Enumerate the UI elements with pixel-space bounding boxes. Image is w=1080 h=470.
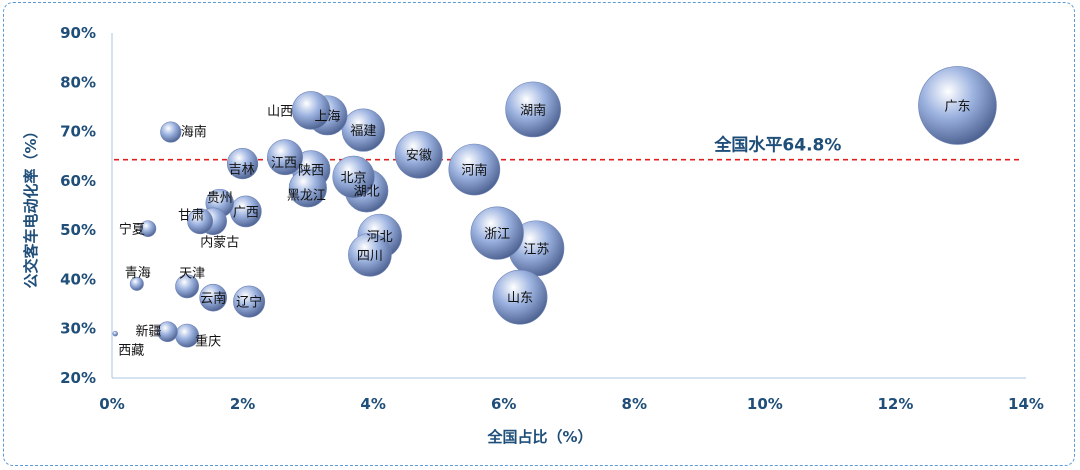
bubble-label: 湖北 — [354, 185, 380, 200]
bubble-河南 — [448, 143, 501, 196]
bubble-label: 四川 — [357, 249, 383, 264]
y-tick-label: 60% — [60, 172, 96, 190]
bubble-label: 山西 — [267, 104, 293, 119]
bubble-宁夏 — [139, 220, 157, 238]
bubble-label: 北京 — [341, 171, 367, 186]
axes: 20% 30% 40% 50% 60% 70% 80% 90% 0% 2% 4% 6% 8% 10% 12%… — [60, 24, 1044, 413]
bubble-安徽 — [395, 130, 443, 179]
bubble-label: 山东 — [507, 291, 533, 306]
bubble-label: 江苏 — [523, 241, 549, 257]
reference-line-group: 全国水平64.8% — [114, 135, 1020, 161]
bubble-label: 西藏 — [118, 344, 144, 359]
y-tick-label: 90% — [60, 24, 96, 42]
bubble-江西 — [267, 139, 303, 176]
bubble-label: 宁夏 — [119, 222, 145, 238]
bubble-label: 黑龙江 — [287, 188, 326, 203]
bubble-label: 浙江 — [484, 227, 510, 242]
chart-frame — [3, 2, 1075, 466]
bubble-label: 广东 — [944, 99, 970, 114]
x-tick-label: 4% — [360, 395, 385, 413]
bubble-山西 — [291, 91, 331, 130]
bubble-label: 海南 — [181, 124, 207, 140]
bubble-label: 贵州 — [207, 191, 233, 206]
bubble-湖南 — [505, 81, 561, 138]
x-tick-label: 10% — [747, 395, 783, 413]
x-tick-label: 14% — [1008, 395, 1044, 413]
y-tick-label: 20% — [60, 369, 96, 387]
bubble-天津 — [175, 274, 200, 299]
x-axis-title: 全国占比（%） — [486, 428, 592, 446]
bubble-label: 甘肃 — [178, 208, 204, 223]
bubble-新疆 — [157, 321, 178, 342]
bubble-label: 天津 — [179, 266, 205, 281]
x-tick-label: 0% — [99, 395, 124, 413]
y-tick-label: 70% — [60, 123, 96, 141]
bubble-辽宁 — [233, 285, 266, 318]
bubble-北京 — [332, 155, 375, 199]
y-tick-label: 80% — [60, 73, 96, 91]
x-tick-label: 12% — [877, 395, 913, 413]
bubble-label: 河北 — [367, 230, 393, 245]
bubble-label: 上海 — [314, 109, 340, 124]
bubble-label: 内蒙古 — [200, 234, 239, 250]
bubble-甘肃 — [187, 208, 214, 235]
y-tick-label: 30% — [60, 320, 96, 338]
y-tick-label: 40% — [60, 270, 96, 288]
bubble-label: 河南 — [461, 163, 487, 179]
bubble-label: 吉林 — [229, 163, 255, 178]
bubble-黑龙江 — [288, 169, 327, 208]
bubble-label: 重庆 — [195, 334, 221, 350]
bubble-label: 福建 — [350, 124, 376, 139]
bubble-福建 — [341, 108, 385, 152]
bubble-四川 — [348, 232, 392, 277]
bubble-label: 辽宁 — [236, 295, 262, 311]
x-tick-label: 2% — [230, 395, 255, 413]
bubble-label: 广西 — [233, 205, 259, 220]
bubble-label: 陕西 — [298, 164, 324, 179]
bubble-label: 江西 — [271, 156, 297, 171]
bubble-海南 — [160, 121, 182, 143]
bubble-浙江 — [470, 206, 524, 260]
bubble-西藏 — [112, 330, 118, 337]
bubble-云南 — [199, 283, 227, 312]
bubble-label: 青海 — [125, 266, 151, 281]
bubble-label: 湖南 — [520, 102, 546, 118]
bubble-吉林 — [226, 147, 259, 180]
x-tick-label: 8% — [622, 395, 647, 413]
bubbles — [112, 66, 997, 348]
y-tick-label: 50% — [60, 221, 96, 239]
y-axis-title: 公交客车电动化率（%） — [22, 123, 40, 288]
reference-line-label: 全国水平64.8% — [713, 135, 841, 156]
x-tick-label: 6% — [491, 395, 516, 413]
bubble-label: 新疆 — [135, 324, 161, 340]
bubble-label: 安徽 — [406, 149, 432, 164]
bubble-广东 — [918, 66, 997, 145]
bubble-山东 — [492, 269, 548, 325]
bubble-青海 — [129, 276, 144, 291]
bubble-label: 云南 — [200, 291, 226, 307]
